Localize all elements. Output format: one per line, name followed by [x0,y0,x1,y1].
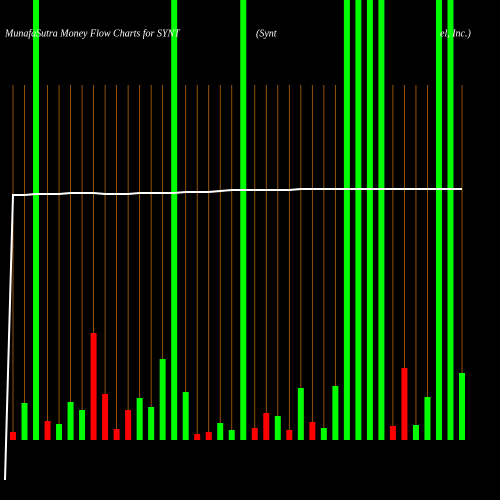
money-flow-line [4,188,462,481]
bar [10,432,16,440]
chart-title-part: el, Inc.) [440,28,471,39]
bar [205,432,212,440]
bar [33,0,40,440]
bar [320,428,327,440]
bar [182,392,189,440]
bar [286,430,293,440]
bar [412,425,419,440]
bar [228,430,235,440]
bar [125,410,132,440]
bar [297,388,304,440]
bar [67,402,74,440]
bar [447,0,454,440]
chart-title: MunafaSutra Money Flow Charts for SYNT [4,28,181,39]
chart-title-part: (Synt [256,28,277,39]
bar [113,429,120,440]
bar [343,0,350,440]
bar [274,416,281,440]
bar [159,359,166,440]
bar [435,0,442,440]
bar [401,368,408,440]
bar [148,407,155,440]
bar [217,423,224,440]
bar [332,386,339,440]
bar [459,373,465,440]
bar [251,428,258,440]
bar [355,0,362,440]
bar [56,424,63,440]
bar [389,426,396,440]
bar [44,421,51,440]
bar [90,333,97,440]
bar [102,394,109,440]
bar [424,397,431,440]
bar [366,0,373,440]
bar [240,0,247,440]
bar [194,434,201,440]
bar [79,410,86,440]
bar [378,0,385,440]
bar [309,422,316,440]
bar [21,403,28,440]
bar [171,0,178,440]
bar [136,398,143,440]
bar [263,413,270,440]
